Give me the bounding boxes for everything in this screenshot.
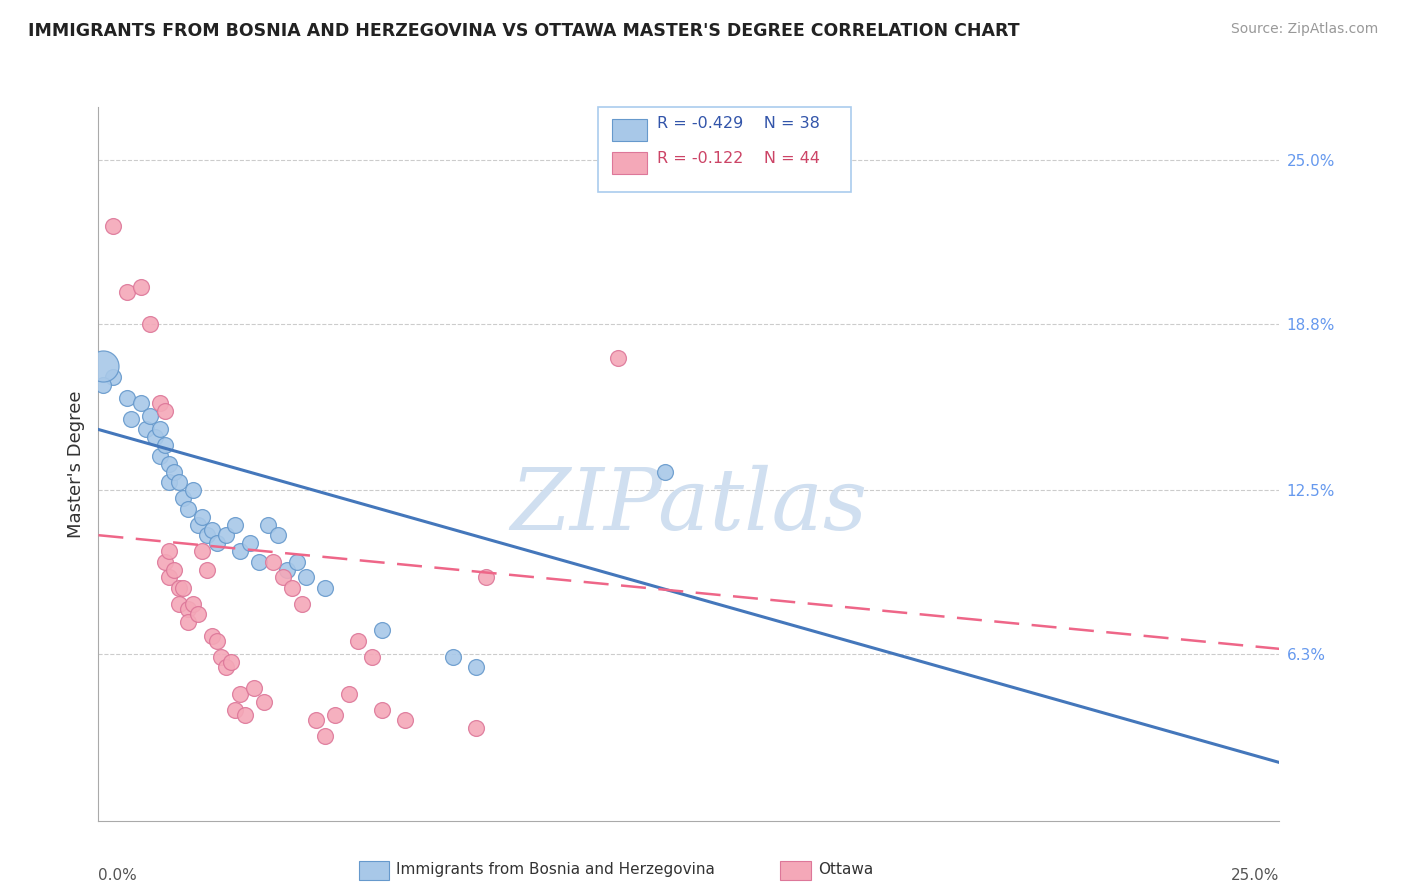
Point xyxy=(181,483,204,498)
Point xyxy=(167,581,190,595)
Point xyxy=(607,351,630,365)
Point xyxy=(177,501,200,516)
Point xyxy=(337,687,360,701)
Point xyxy=(257,517,280,532)
Point xyxy=(139,409,162,424)
Point xyxy=(276,563,298,577)
Point xyxy=(209,649,232,664)
Point xyxy=(115,285,138,299)
Point xyxy=(229,544,252,558)
Point xyxy=(295,570,318,584)
Text: R = -0.122    N = 44: R = -0.122 N = 44 xyxy=(657,152,820,166)
Point xyxy=(201,629,224,643)
Text: Source: ZipAtlas.com: Source: ZipAtlas.com xyxy=(1230,22,1378,37)
Point xyxy=(153,438,176,452)
Point xyxy=(139,317,162,331)
Point xyxy=(187,607,209,622)
Point xyxy=(347,634,370,648)
Point xyxy=(195,563,218,577)
Point xyxy=(361,649,384,664)
Point xyxy=(149,396,172,410)
Point xyxy=(654,465,676,479)
Point xyxy=(129,279,152,293)
Point xyxy=(191,544,214,558)
Point xyxy=(229,687,252,701)
Point xyxy=(465,721,488,735)
Point xyxy=(314,581,336,595)
Text: ZIPatlas: ZIPatlas xyxy=(510,466,868,548)
Point xyxy=(115,391,138,405)
Y-axis label: Master's Degree: Master's Degree xyxy=(66,390,84,538)
Point xyxy=(247,555,270,569)
Point xyxy=(135,422,157,436)
Point xyxy=(281,581,304,595)
Point xyxy=(181,597,204,611)
Point xyxy=(394,713,416,727)
Point xyxy=(191,509,214,524)
Point xyxy=(157,570,180,584)
Point xyxy=(243,681,266,696)
Point xyxy=(224,517,246,532)
Point xyxy=(153,555,176,569)
Point xyxy=(149,422,172,436)
Text: 25.0%: 25.0% xyxy=(1232,868,1279,883)
Text: IMMIGRANTS FROM BOSNIA AND HERZEGOVINA VS OTTAWA MASTER'S DEGREE CORRELATION CHA: IMMIGRANTS FROM BOSNIA AND HERZEGOVINA V… xyxy=(28,22,1019,40)
Point xyxy=(215,660,238,674)
Point xyxy=(172,581,194,595)
Point xyxy=(290,597,312,611)
Point xyxy=(91,377,114,392)
Point xyxy=(205,536,228,550)
Point xyxy=(205,634,228,648)
Point xyxy=(149,449,172,463)
Point xyxy=(262,555,284,569)
Point xyxy=(177,602,200,616)
Point xyxy=(215,528,238,542)
Point xyxy=(195,528,218,542)
Point xyxy=(177,615,200,630)
Point xyxy=(305,713,328,727)
Point xyxy=(187,517,209,532)
Point xyxy=(271,570,294,584)
Point xyxy=(239,536,262,550)
Point xyxy=(129,396,152,410)
Point xyxy=(285,555,308,569)
Point xyxy=(157,475,180,490)
Point xyxy=(157,457,180,471)
Point xyxy=(253,695,276,709)
Point xyxy=(167,475,190,490)
Point xyxy=(163,563,186,577)
Point xyxy=(224,703,246,717)
Point xyxy=(233,707,256,722)
Point xyxy=(267,528,290,542)
Point xyxy=(219,655,242,669)
Text: 0.0%: 0.0% xyxy=(98,868,138,883)
Text: R = -0.429    N = 38: R = -0.429 N = 38 xyxy=(657,116,820,130)
Point xyxy=(371,624,394,638)
Point xyxy=(314,729,336,743)
Point xyxy=(323,707,346,722)
Point xyxy=(101,219,124,233)
Point xyxy=(153,404,176,418)
Point xyxy=(475,570,498,584)
Point xyxy=(371,703,394,717)
Point xyxy=(157,544,180,558)
Point xyxy=(143,430,166,444)
Point xyxy=(101,369,124,384)
Point xyxy=(167,597,190,611)
Point xyxy=(91,359,114,373)
Point xyxy=(465,660,488,674)
Point xyxy=(121,412,143,426)
Point xyxy=(441,649,464,664)
Point xyxy=(201,523,224,537)
Text: Immigrants from Bosnia and Herzegovina: Immigrants from Bosnia and Herzegovina xyxy=(396,863,716,877)
Point xyxy=(163,465,186,479)
Text: Ottawa: Ottawa xyxy=(818,863,873,877)
Point xyxy=(172,491,194,506)
